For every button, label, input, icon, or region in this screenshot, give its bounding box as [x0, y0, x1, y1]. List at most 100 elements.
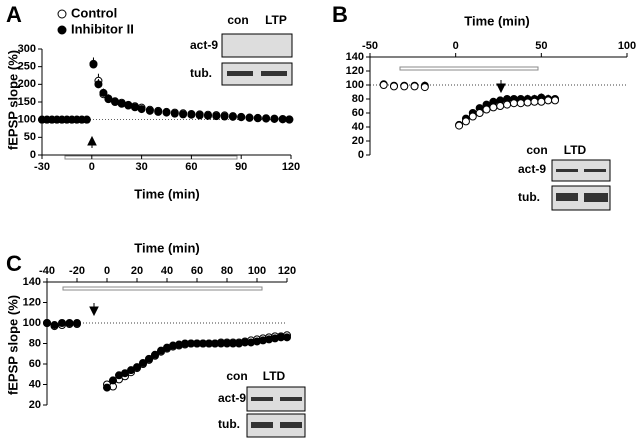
data-point [285, 115, 294, 124]
band [251, 397, 273, 401]
data-point [278, 115, 287, 124]
y-tick-label: 250 [18, 61, 36, 73]
blot [246, 413, 306, 438]
blot-row-label: act-9 [218, 391, 246, 405]
y-tick-label: 80 [352, 93, 364, 105]
data-point [179, 110, 188, 119]
y-tick-label: 140 [23, 276, 41, 288]
x-axis-label: Time (min) [134, 186, 200, 201]
data-point [530, 97, 539, 106]
data-point [262, 114, 271, 123]
x-axis-label: Time (min) [464, 13, 530, 28]
data-point [212, 112, 221, 121]
data-point [187, 110, 196, 119]
data-point [117, 99, 126, 108]
data-point [94, 80, 103, 89]
legend-label: Inhibitor II [71, 21, 134, 36]
band [227, 71, 253, 76]
data-point [228, 112, 237, 121]
data-point [220, 112, 229, 121]
data-point [503, 100, 512, 109]
y-tick-label: 100 [23, 317, 41, 329]
x-tick-label: -50 [362, 40, 378, 52]
y-tick-label: 80 [29, 337, 41, 349]
treatment-bar [62, 286, 263, 291]
blot [221, 33, 293, 58]
x-tick-label: 100 [248, 265, 266, 277]
data-point [283, 333, 291, 342]
x-tick-label: 30 [135, 161, 147, 173]
y-tick-label: 150 [18, 96, 36, 108]
data-point [195, 111, 204, 120]
y-tick-label: 0 [358, 149, 364, 161]
blot [221, 62, 293, 86]
data-point [455, 121, 464, 130]
y-tick-label: 40 [29, 378, 41, 390]
data-point [151, 350, 159, 359]
blot-column-label: con [526, 143, 547, 157]
y-tick-label: 100 [346, 79, 364, 91]
y-axis-label: fEPSP slope (%) [5, 50, 20, 150]
data-point [58, 319, 66, 327]
blot-row-label: tub. [518, 190, 540, 204]
data-point [400, 82, 409, 91]
data-point [154, 107, 163, 116]
data-point [410, 82, 419, 91]
blot-column-label: LTD [564, 143, 587, 157]
data-point [516, 99, 525, 108]
blot-column-label: LTD [263, 369, 286, 383]
data-point [489, 103, 498, 112]
x-tick-label: -20 [69, 265, 85, 277]
x-tick-label: 90 [235, 161, 247, 173]
band [280, 422, 302, 428]
arrow [87, 135, 97, 148]
data-point [99, 88, 108, 97]
data-point [170, 109, 179, 118]
data-point [482, 105, 491, 114]
data-point [475, 109, 484, 117]
x-tick-label: 0 [453, 40, 459, 52]
band [556, 193, 578, 201]
decor [62, 33, 611, 438]
blot-row-label: tub. [190, 66, 212, 80]
data-point [73, 319, 81, 327]
y-tick-label: 40 [352, 121, 364, 133]
band [251, 422, 273, 428]
data-point [496, 102, 505, 110]
data-point [544, 96, 553, 105]
data-point [537, 97, 546, 106]
data-point [379, 81, 388, 89]
data-point [468, 112, 477, 121]
treatment-bar [64, 155, 238, 160]
blot-column-label: con [227, 13, 248, 27]
data-point [50, 321, 59, 330]
legend-marker [57, 25, 67, 35]
x-tick-label: -40 [39, 265, 55, 277]
x-tick-label: 20 [131, 265, 143, 277]
y-tick-label: 50 [24, 131, 36, 143]
data-point [109, 376, 117, 385]
data-point [253, 114, 262, 123]
band [261, 71, 287, 76]
y-tick-label: 60 [352, 107, 364, 119]
data-point [237, 113, 246, 122]
y-tick-label: 20 [29, 399, 41, 411]
data-point [551, 96, 560, 105]
x-tick-label: 120 [282, 161, 300, 173]
blot-column-label: LTP [265, 13, 287, 27]
data-point [204, 111, 212, 120]
blot-row-label: tub. [218, 417, 240, 431]
blot-row-label: act-9 [190, 38, 218, 52]
data-point [43, 319, 51, 327]
y-tick-label: 0 [30, 149, 36, 161]
arrow [89, 303, 99, 317]
data-point [420, 83, 429, 92]
data-point [270, 114, 279, 123]
y-tick-label: 20 [352, 135, 364, 147]
y-tick-label: 300 [18, 43, 36, 55]
data-point [162, 108, 171, 117]
band [584, 169, 606, 172]
x-tick-label: 80 [221, 265, 233, 277]
band [584, 193, 608, 202]
